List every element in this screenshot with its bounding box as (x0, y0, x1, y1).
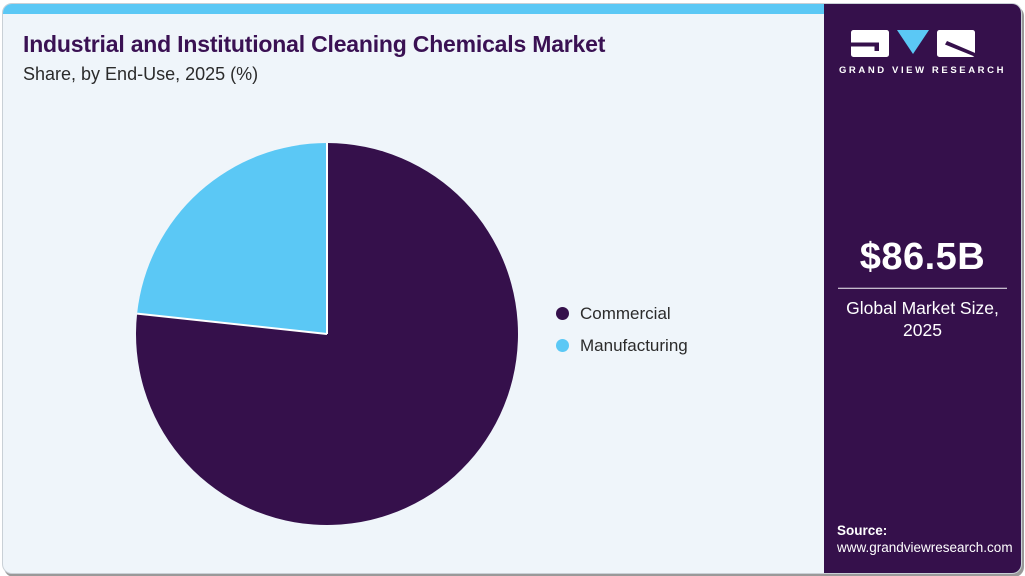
source-block: Source: www.grandviewresearch.com (837, 523, 1013, 557)
divider-line (838, 287, 1007, 289)
legend: Commercial Manufacturing (556, 302, 688, 357)
legend-label: Manufacturing (580, 335, 688, 355)
legend-item-manufacturing: Manufacturing (556, 334, 688, 357)
gvr-logo-icon (850, 30, 981, 58)
gvr-logo-text: GRAND VIEW RESEARCH (838, 65, 1007, 76)
market-size-callout: $86.5B Global Market Size, 2025 (824, 235, 1021, 342)
source-url: www.grandviewresearch.com (837, 540, 1013, 556)
legend-dot (556, 339, 569, 352)
chart-area: Industrial and Institutional Cleaning Ch… (3, 14, 825, 573)
legend-item-commercial: Commercial (556, 302, 688, 325)
market-size-label-line2: 2025 (903, 320, 942, 340)
market-size-label-line1: Global Market Size, (846, 297, 999, 318)
market-size-value: $86.5B (859, 235, 986, 278)
gvr-logo: GRAND VIEW RESEARCH (824, 28, 1021, 76)
pie-slice-manufacturing (137, 143, 327, 334)
legend-dot (556, 307, 569, 320)
pie-chart (136, 143, 519, 525)
legend-label: Commercial (580, 303, 671, 323)
page-subtitle: Share, by End-Use, 2025 (%) (23, 64, 259, 84)
page-title: Industrial and Institutional Cleaning Ch… (23, 31, 606, 57)
pie-slice-separator (136, 312, 328, 335)
infographic-card: Industrial and Institutional Cleaning Ch… (2, 3, 1022, 574)
top-accent-bar (3, 4, 825, 14)
market-size-label: Global Market Size, 2025 (824, 296, 1021, 342)
sidebar: GRAND VIEW RESEARCH $86.5B Global Market… (824, 4, 1021, 573)
source-label: Source: (837, 523, 888, 539)
